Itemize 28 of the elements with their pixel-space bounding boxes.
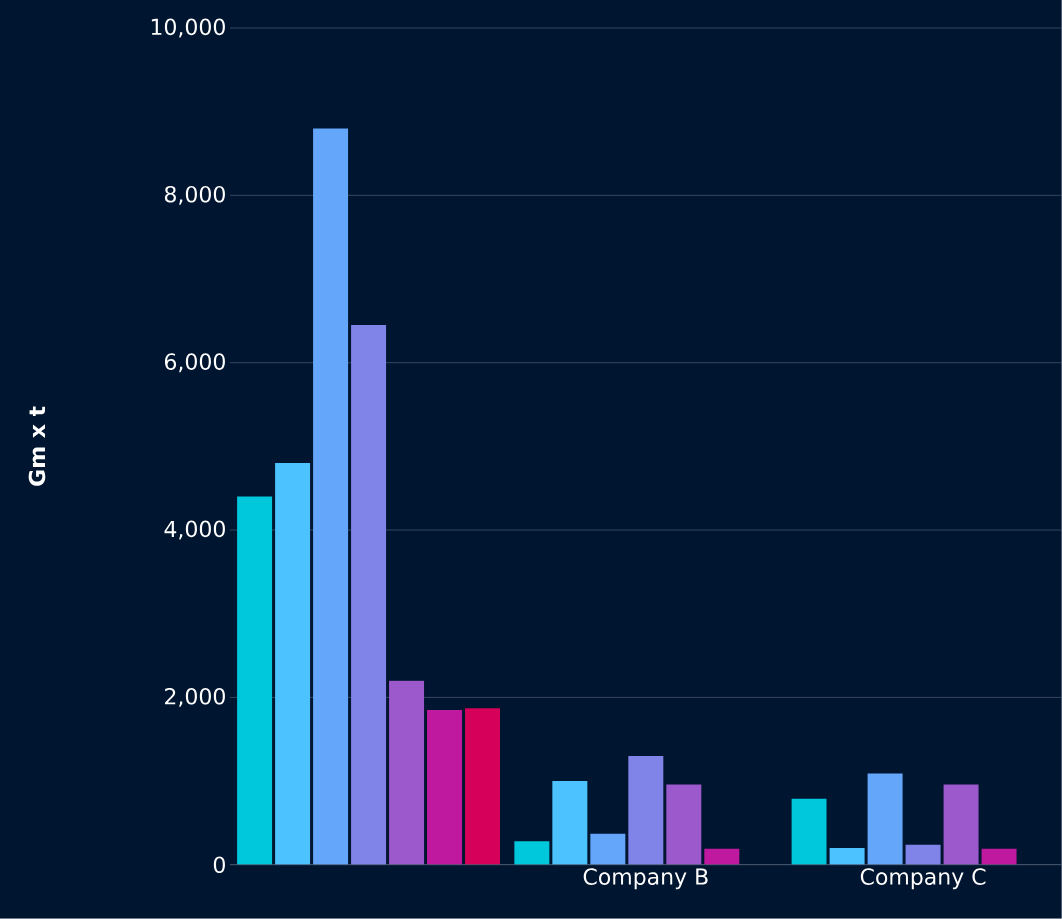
bar — [590, 833, 626, 865]
y-axis-title: Gm x t — [28, 406, 46, 486]
bar — [351, 325, 387, 865]
y-tick-label: 4,000 — [164, 520, 225, 540]
x-tick-label: Company B — [583, 868, 708, 890]
y-tick-label: 0 — [213, 856, 225, 874]
bar — [237, 496, 273, 865]
bar — [427, 710, 463, 865]
bar — [791, 798, 827, 865]
bar — [905, 844, 941, 865]
y-tick-label: 8,000 — [164, 186, 225, 205]
bar — [867, 773, 903, 865]
bar — [514, 841, 550, 865]
bar — [628, 756, 664, 865]
y-tick-label: 10,000 — [151, 18, 225, 38]
x-tick-label: Company C — [860, 868, 986, 890]
bar — [704, 848, 740, 865]
bar — [666, 784, 702, 865]
bar — [313, 128, 349, 865]
bar — [981, 848, 1017, 865]
y-tick-label: 6,000 — [164, 353, 225, 373]
bar — [275, 463, 311, 865]
bar — [465, 708, 501, 865]
bar — [389, 680, 425, 865]
bar — [552, 781, 588, 865]
bar — [943, 784, 979, 865]
y-tick-label: 2,000 — [165, 688, 225, 707]
bar — [829, 848, 865, 865]
